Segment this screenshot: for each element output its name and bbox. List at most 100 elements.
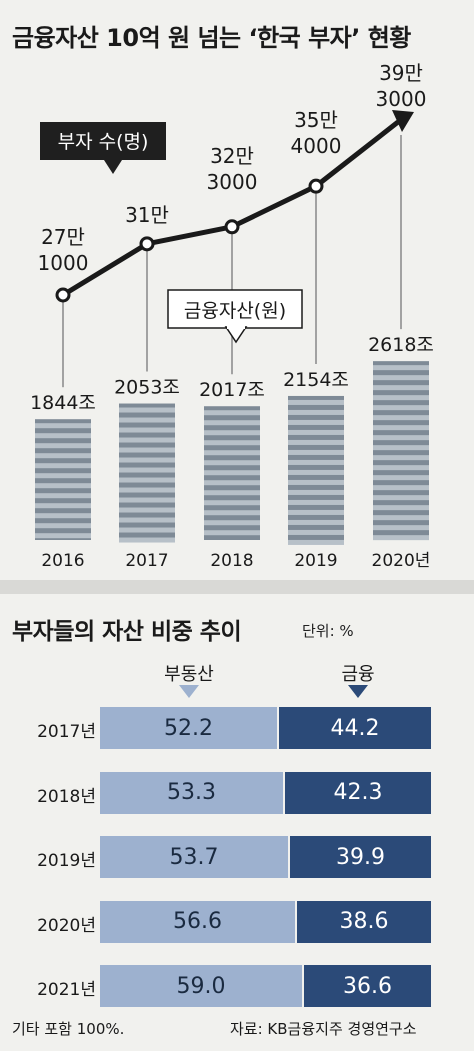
stack-layer [373,375,429,381]
line-point [308,178,324,194]
stack-layer [373,515,429,521]
stack-layer [35,513,91,519]
stack-layer [373,465,429,471]
stack-layer [373,485,429,491]
stack-layer [373,495,429,501]
stack-layer [119,487,175,493]
stack-layer [288,539,344,545]
year-label: 2021년 [37,980,96,1000]
finance-share-bar: 36.6 [304,965,431,1007]
stack-layer [35,483,91,489]
line-point [55,287,71,303]
stack-layer [119,417,175,423]
year-axis-label: 2020년 [372,551,431,571]
legend-real-estate: 부동산 [164,664,214,685]
stack-layer [204,430,260,436]
stack-layer [373,425,429,431]
rich-count-label: 4000 [291,134,342,158]
stack-layer [35,453,91,459]
stack-layer [288,399,344,405]
money-stack-bar [35,419,91,540]
stack-layer [288,439,344,445]
note: 기타 포함 100%. [12,1020,125,1038]
real-estate-marker-icon [179,685,199,698]
stack-layer [35,473,91,479]
stack-layer [288,459,344,465]
rich-count-label: 3000 [376,87,427,111]
callout-pointer-icon [104,160,122,174]
rich-count-label: 27만 [41,225,85,249]
stack-layer [119,537,175,543]
stack-layer [204,420,260,426]
stack-layer [119,497,175,503]
real-estate-share-bar: 56.6 [100,900,295,943]
stack-layer [119,467,175,473]
stack-layer [204,490,260,496]
callout-joint [227,324,245,329]
stack-layer [119,517,175,523]
stack-layer [373,405,429,411]
stack-body [35,419,91,540]
rich-count-label: 39만 [379,61,423,85]
section-divider [0,580,474,594]
stack-layer [204,520,260,526]
stack-layer [288,419,344,425]
money-stack-bar [204,406,260,540]
year-axis-label: 2016 [41,551,84,571]
rich-count-callout-label: 부자 수(명) [58,131,149,153]
stack-layer [288,409,344,415]
year-axis-label: 2018 [210,551,253,571]
rich-count-label: 32만 [210,144,254,168]
stack-layer [204,410,260,416]
stack-layer [373,505,429,511]
source: 자료: KB금융지주 경영연구소 [230,1020,417,1038]
rich-count-label: 35만 [294,108,338,132]
stack-layer [373,365,429,371]
rich-count-label: 31만 [125,203,169,227]
stack-layer [35,433,91,439]
stack-layer [373,395,429,401]
stack-layer [119,407,175,413]
stack-layer [288,489,344,495]
stack-layer [204,440,260,446]
real-estate-share-bar: 59.0 [100,965,302,1007]
stack-layer [119,437,175,443]
stack-layer [119,477,175,483]
asset-callout-pointer-icon [224,326,248,344]
page-title: 금융자산 10억 원 넘는 ‘한국 부자’ 현황 [12,24,411,52]
stack-layer [373,385,429,391]
year-axis-label: 2017 [125,551,168,571]
stack-layer [373,435,429,441]
line-point [139,236,155,252]
asset-callout-label: 금융자산(원) [184,300,286,322]
stack-layer [119,457,175,463]
real-estate-share-bar: 53.3 [100,771,283,814]
stack-layer [288,479,344,485]
finance-share-bar: 38.6 [297,900,431,943]
stack-layer [35,493,91,499]
stack-layer [373,445,429,451]
stack-layer [119,527,175,533]
stack-layer [35,523,91,529]
finance-share-bar: 42.3 [285,771,431,814]
stack-layer [204,500,260,506]
stack-layer [288,529,344,535]
stack-body [288,395,344,540]
rich-count-callout [40,122,166,160]
top-chart: 1844조 2016 2053조 2017 2017조 2018 2154조 2019 2618… [30,61,434,571]
stack-layer [288,509,344,515]
money-stack-bar [288,395,344,545]
year-axis-label: 2019 [294,551,337,571]
stack-layer [204,530,260,536]
money-stack-bar [373,361,429,541]
stack-layer [373,475,429,481]
stack-layer [35,463,91,469]
stack-layer [35,423,91,429]
legend-finance: 금융 [341,664,375,685]
asset-value-label: 2154조 [283,369,349,391]
stack-layer [35,443,91,449]
stack-layer [35,503,91,509]
stack-body [373,361,429,540]
stack-layer [119,507,175,513]
